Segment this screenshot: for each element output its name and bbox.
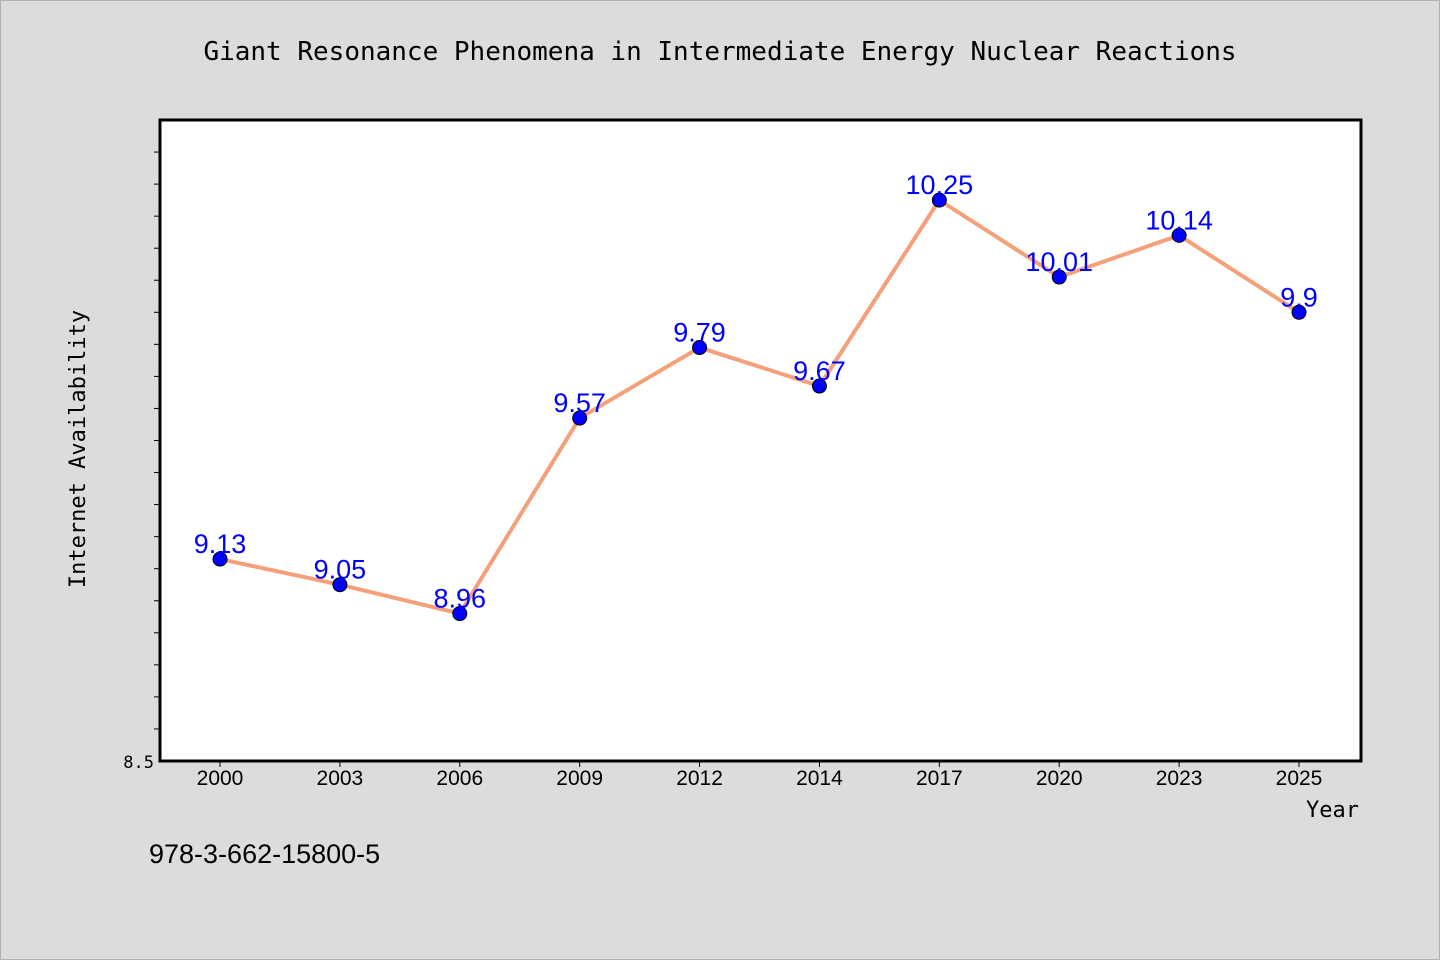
x-tick-label: 2014 (796, 767, 843, 790)
data-point (1171, 227, 1187, 243)
data-label: 9.57 (553, 388, 606, 418)
data-label: 10.25 (906, 170, 974, 200)
x-tick-label: 2020 (1036, 767, 1083, 790)
x-tick-label: 2006 (436, 767, 483, 790)
isbn-text: 978-3-662-15800-5 (149, 839, 380, 869)
data-point (332, 577, 348, 593)
data-point (572, 410, 588, 426)
x-tick-label: 2017 (916, 767, 963, 790)
data-label: 9.67 (793, 356, 846, 386)
data-label: 8.96 (433, 584, 486, 614)
x-axis-label: Year (1306, 798, 1359, 823)
series-group (212, 192, 1307, 622)
chart-title: Giant Resonance Phenomena in Intermediat… (203, 37, 1236, 67)
data-labels-group: 9.13 9.05 8.96 9.57 9.79 9.67 10.25 10.01 10.14 9… (194, 170, 1318, 613)
x-tick-label: 2000 (197, 767, 244, 790)
data-label: 9.9 (1280, 282, 1318, 312)
y-axis-label: Internet Availability (66, 310, 91, 588)
data-label: 10.14 (1145, 205, 1213, 235)
x-tick-label: 2023 (1156, 767, 1203, 790)
data-point (1291, 304, 1307, 320)
plot-area (158, 118, 1363, 763)
x-tick-label: 2009 (556, 767, 603, 790)
data-point (1051, 269, 1067, 285)
series-line (218, 198, 1301, 616)
data-point (931, 192, 947, 208)
y-tick-label-8-5: 8.5 (123, 753, 154, 773)
x-tick-label: 2025 (1276, 767, 1323, 790)
data-point (212, 551, 228, 567)
data-label: 9.05 (314, 555, 367, 585)
data-label: 10.01 (1025, 247, 1093, 277)
x-tick-label: 2003 (317, 767, 364, 790)
data-point (811, 378, 827, 394)
data-label: 9.13 (194, 529, 247, 559)
x-tick-label: 2012 (676, 767, 723, 790)
data-point (692, 340, 708, 356)
x-axis-ticks: 2000 2003 2006 2009 2012 2014 2017 2020 2023 2025 (197, 761, 1323, 790)
data-point (452, 606, 468, 622)
data-label: 9.79 (673, 318, 726, 348)
y-axis-ticks (154, 151, 160, 730)
